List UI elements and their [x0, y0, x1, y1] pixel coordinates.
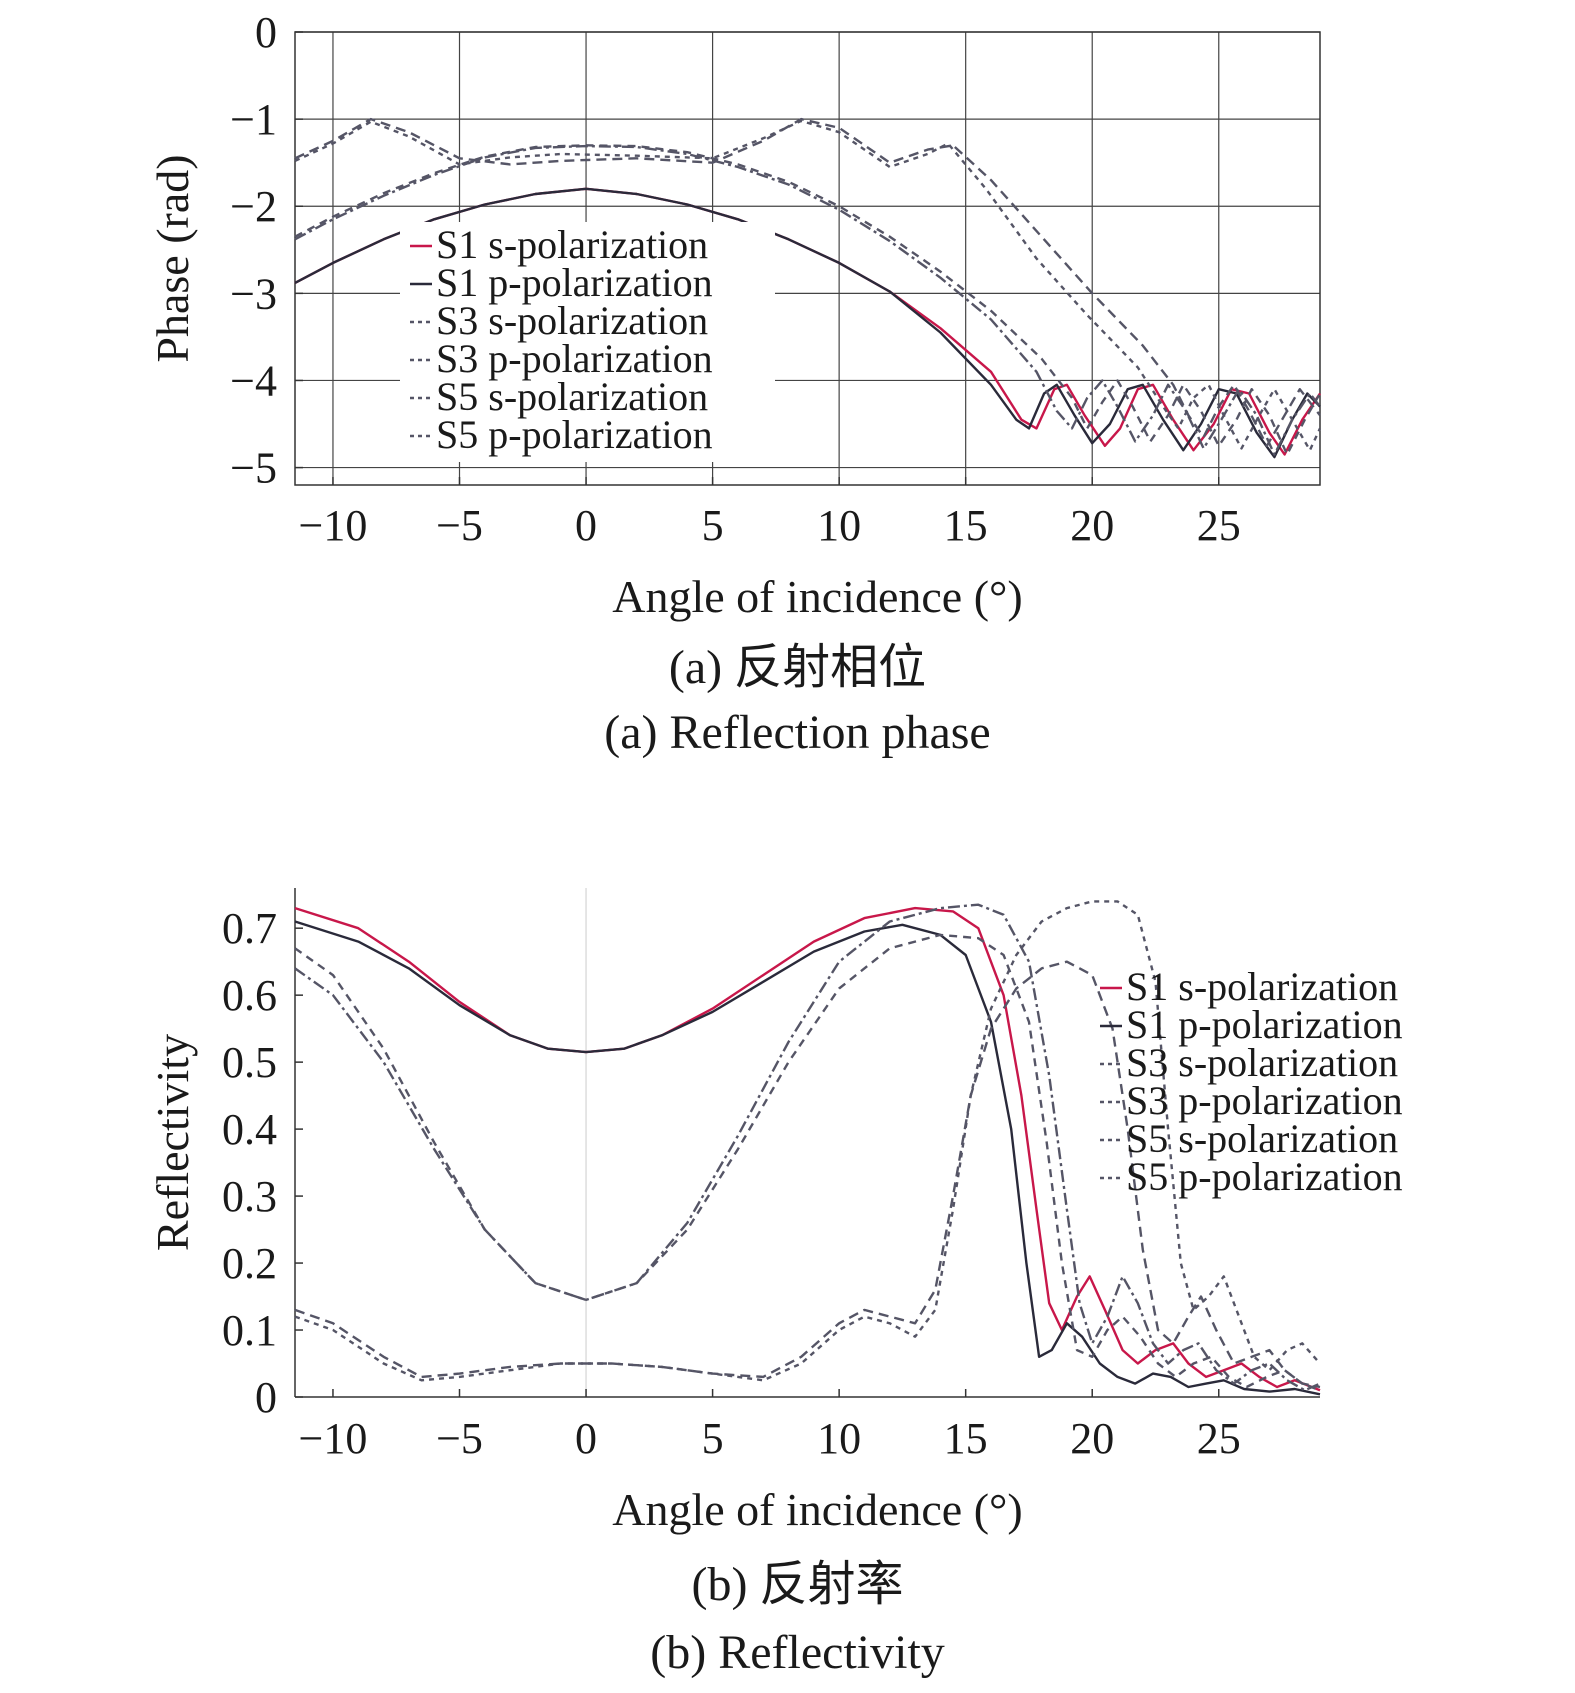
reflectivity-ytick-label-6: 0.6 — [222, 971, 277, 1020]
reflectivity-plot-area — [295, 888, 1320, 1397]
phase-series-5-line — [294, 117, 1321, 447]
phase-caption-en: (a) Reflection phase — [604, 706, 990, 759]
reflectivity-series-6-line — [294, 900, 1321, 1382]
reflectivity-xtick-label-2: 0 — [575, 1414, 597, 1463]
reflectivity-xtick-label-6: 20 — [1070, 1414, 1114, 1463]
phase-legend-label-5: S5 s-polarization — [436, 374, 708, 419]
phase-axes-box — [294, 31, 1321, 486]
reflectivity-legend-label-2: S1 p-polarization — [1126, 1002, 1403, 1047]
phase-ytick-label-1: −1 — [230, 95, 277, 144]
reflectivity-legend-label-6: S5 p-polarization — [1126, 1154, 1403, 1199]
phase-xtick-label-7: 25 — [1197, 501, 1241, 550]
phase-series-4-line — [294, 144, 1321, 456]
reflectivity-ytick-label-7: 0.7 — [222, 904, 277, 953]
reflectivity-ytick-label-5: 0.5 — [222, 1038, 277, 1087]
reflectivity-legend-label-1: S1 s-polarization — [1126, 964, 1398, 1009]
reflectivity-y-axis-label: Reflectivity — [147, 1034, 198, 1251]
reflectivity-xtick-label-3: 5 — [702, 1414, 724, 1463]
reflectivity-ytick-label-4: 0.4 — [222, 1105, 277, 1154]
phase-ytick-label-2: −2 — [230, 182, 277, 231]
phase-xtick-label-4: 10 — [817, 501, 861, 550]
phase-xtick-label-2: 0 — [575, 501, 597, 550]
reflectivity-ytick-label-2: 0.2 — [222, 1239, 277, 1288]
phase-legend-label-4: S3 p-polarization — [436, 336, 713, 381]
phase-legend-label-3: S3 s-polarization — [436, 298, 708, 343]
phase-ytick-label-5: −5 — [230, 444, 277, 493]
phase-xtick-label-6: 20 — [1070, 501, 1114, 550]
phase-x-axis-label: Angle of incidence (°) — [612, 571, 1023, 622]
phase-ytick-label-0: 0 — [255, 8, 277, 57]
phase-caption-cn: (a) 反射相位 — [669, 641, 926, 694]
phase-legend-label-6: S5 p-polarization — [436, 412, 713, 457]
phase-xtick-label-1: −5 — [436, 501, 483, 550]
phase-legend-label-2: S1 p-polarization — [436, 260, 713, 305]
chart-reflectivity: 0 0.1 0.2 0.3 0.4 0.5 0.6 0.7 −10 −5 0 5 10 15 20 25 Ang… — [147, 888, 1403, 1679]
reflectivity-xtick-label-7: 25 — [1197, 1414, 1241, 1463]
phase-xtick-label-3: 5 — [702, 501, 724, 550]
reflectivity-legend-label-4: S3 p-polarization — [1126, 1078, 1403, 1123]
reflectivity-caption-en: (b) Reflectivity — [650, 1626, 945, 1679]
phase-legend-label-1: S1 s-polarization — [436, 222, 708, 267]
reflectivity-caption-cn: (b) 反射率 — [692, 1558, 904, 1611]
phase-xtick-label-0: −10 — [299, 501, 368, 550]
reflectivity-series-2-line — [294, 920, 1321, 1396]
chart-reflection-phase: 0 −1 −2 −3 −4 −5 −10 −5 0 5 10 15 20 25 Angle of incid… — [147, 8, 1322, 759]
reflectivity-legend-label-3: S3 s-polarization — [1126, 1040, 1398, 1085]
reflectivity-legend-label-5: S5 s-polarization — [1126, 1116, 1398, 1161]
phase-xtick-label-5: 15 — [944, 501, 988, 550]
phase-y-axis-label: Phase (rad) — [147, 154, 198, 362]
reflectivity-xtick-label-4: 10 — [817, 1414, 861, 1463]
reflectivity-ytick-label-0: 0 — [255, 1373, 277, 1422]
phase-legend-background — [400, 222, 775, 462]
reflectivity-xtick-label-0: −10 — [299, 1414, 368, 1463]
phase-series-2-line — [294, 187, 1321, 459]
reflectivity-series-4-line — [294, 903, 1321, 1392]
reflectivity-xtick-label-1: −5 — [436, 1414, 483, 1463]
phase-series-3-line — [294, 144, 1322, 456]
reflectivity-ytick-label-3: 0.3 — [222, 1172, 277, 1221]
phase-ytick-label-3: −3 — [230, 269, 277, 318]
reflectivity-xtick-label-5: 15 — [944, 1414, 988, 1463]
phase-ytick-label-4: −4 — [230, 356, 277, 405]
reflectivity-x-axis-label: Angle of incidence (°) — [612, 1484, 1023, 1535]
reflectivity-ytick-label-1: 0.1 — [222, 1306, 277, 1355]
